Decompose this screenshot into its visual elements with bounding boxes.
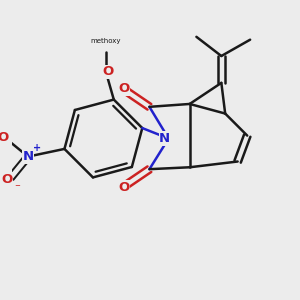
- Text: O: O: [0, 131, 9, 144]
- Text: +: +: [33, 143, 41, 153]
- Text: N: N: [22, 150, 34, 163]
- Text: methoxy: methoxy: [91, 38, 122, 44]
- Text: N: N: [159, 132, 170, 145]
- Text: O: O: [1, 173, 13, 186]
- Text: O: O: [118, 82, 129, 95]
- Text: O: O: [102, 65, 114, 78]
- Text: ⁻: ⁻: [15, 183, 20, 194]
- Text: O: O: [118, 181, 129, 194]
